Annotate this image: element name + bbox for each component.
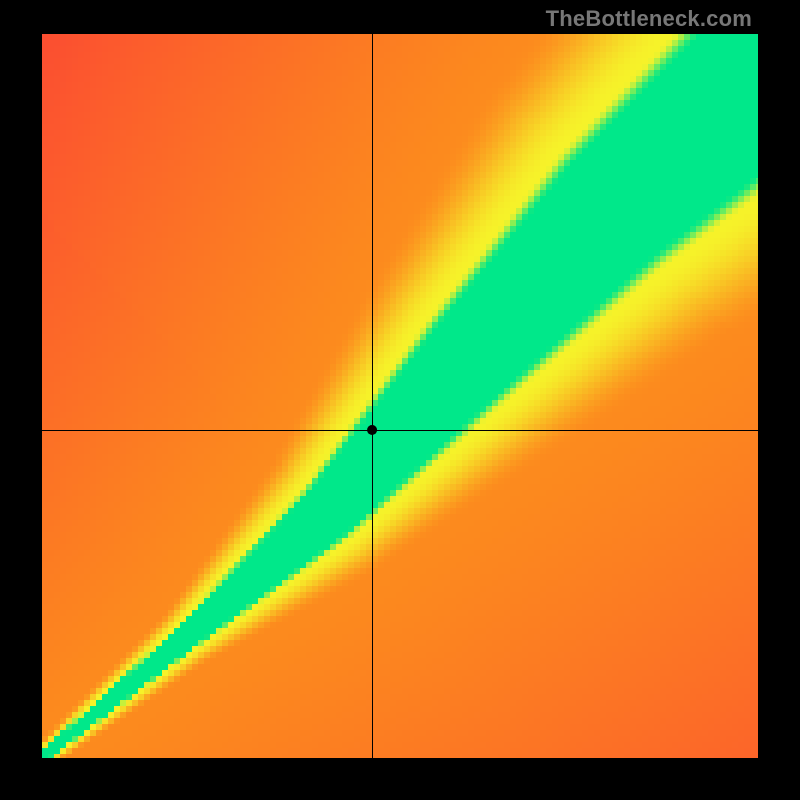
heatmap-frame (42, 34, 758, 758)
heatmap-canvas (42, 34, 758, 758)
watermark-text: TheBottleneck.com (546, 6, 752, 32)
chart-container: TheBottleneck.com (0, 0, 800, 800)
